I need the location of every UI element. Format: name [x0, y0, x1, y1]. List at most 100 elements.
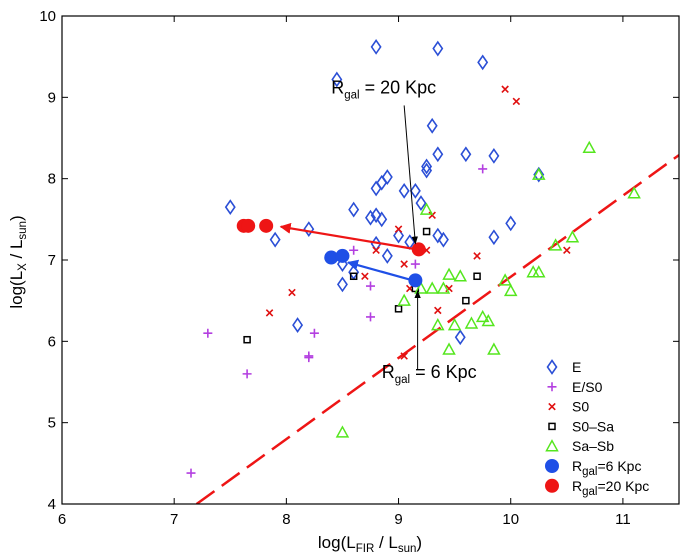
- data-point: [432, 146, 444, 163]
- data-point: [269, 231, 281, 248]
- data-point: [336, 276, 348, 293]
- legend-marker: [545, 478, 559, 493]
- data-point: [488, 147, 500, 164]
- legend-item: E: [546, 359, 581, 375]
- data-point: [366, 312, 375, 322]
- x-tick-label: 6: [58, 511, 66, 528]
- data-point: [361, 272, 369, 281]
- legend-label: E: [572, 359, 581, 375]
- data-point: [394, 225, 403, 233]
- data-point: [533, 166, 545, 183]
- legend-item: S0–Sa: [548, 418, 614, 434]
- data-point: [400, 260, 408, 268]
- data-point: [414, 281, 428, 294]
- legend-label: Sa–Sb: [572, 438, 614, 454]
- y-tick-label: 6: [48, 333, 56, 350]
- y-tick-label: 9: [48, 89, 56, 106]
- x-tick-label: 10: [502, 511, 519, 528]
- series-4: [335, 140, 641, 438]
- annotations: Rgal = 20 Kpc Rgal = 6 Kpc: [331, 77, 476, 386]
- data-point: [421, 162, 433, 179]
- data-point: [421, 158, 433, 175]
- series-1: [186, 164, 488, 478]
- data-point: [431, 318, 445, 331]
- annotation-20kpc: Rgal = 20 Kpc: [331, 77, 436, 101]
- data-point: [563, 246, 571, 255]
- data-point: [478, 164, 488, 174]
- data-point: [425, 281, 439, 294]
- data-point: [503, 283, 518, 297]
- data-point: [442, 267, 456, 280]
- x-axis-label: log(LFIR / Lsun): [318, 533, 422, 555]
- data-point: [243, 335, 251, 344]
- series-2: [265, 85, 571, 360]
- annotation-20kpc-arrow: [403, 105, 418, 245]
- data-point: [349, 245, 359, 255]
- data-point: [376, 211, 388, 228]
- data-point: [409, 182, 421, 199]
- plot-content: [186, 39, 679, 504]
- data-point: [410, 259, 420, 269]
- data-point: [487, 342, 501, 355]
- legend-label: Rgal=20 Kpc: [572, 478, 649, 498]
- data-point: [437, 231, 449, 248]
- data-point: [488, 229, 500, 246]
- data-point: [565, 230, 580, 243]
- legend-marker: [545, 459, 559, 473]
- data-point: [512, 97, 521, 106]
- x-tick-label: 7: [170, 511, 178, 528]
- data-point: [464, 316, 479, 329]
- data-point: [408, 273, 423, 288]
- x-tick-label: 9: [394, 511, 402, 528]
- data-point: [381, 248, 393, 264]
- data-point: [309, 328, 319, 338]
- data-point: [532, 265, 546, 278]
- legend-marker: [548, 422, 556, 431]
- data-point: [477, 54, 489, 71]
- data-point: [411, 242, 426, 257]
- data-point: [304, 353, 314, 363]
- data-point: [372, 246, 380, 255]
- data-point: [498, 273, 512, 286]
- annotation-6kpc: Rgal = 6 Kpc: [382, 362, 477, 386]
- data-point: [473, 252, 481, 260]
- data-point: [203, 328, 213, 338]
- y-tick-label: 5: [48, 415, 56, 432]
- y-axis-label: log(LX / Lsun): [7, 215, 29, 308]
- data-point: [627, 186, 641, 199]
- data-point: [394, 305, 403, 313]
- data-point: [526, 265, 540, 278]
- data-point: [335, 248, 350, 263]
- series-6: [236, 218, 426, 257]
- shift-arrow-1: [279, 222, 413, 250]
- legend-item: Rgal=20 Kpc: [545, 478, 649, 498]
- plot-area: [186, 39, 679, 504]
- data-point: [303, 221, 315, 237]
- data-point: [292, 317, 304, 333]
- legend-marker: [547, 382, 557, 392]
- legend-marker: [545, 439, 559, 452]
- data-point: [432, 227, 444, 244]
- legend-item: Sa–Sb: [545, 438, 614, 454]
- data-point: [241, 218, 256, 233]
- legend-item: Rgal=6 Kpc: [545, 458, 641, 478]
- data-point: [419, 202, 434, 215]
- data-point: [462, 296, 470, 305]
- data-point: [331, 71, 343, 88]
- data-point: [460, 146, 472, 163]
- data-point: [370, 180, 382, 197]
- data-point: [453, 269, 468, 282]
- data-point: [397, 293, 411, 306]
- data-point: [501, 85, 509, 93]
- y-axis: 4 5 6 7 8 9 10: [39, 8, 679, 513]
- data-point: [381, 169, 393, 185]
- shift-arrow-0: [347, 259, 411, 281]
- data-point: [432, 40, 444, 57]
- data-point: [186, 468, 196, 478]
- y-tick-label: 4: [48, 496, 56, 513]
- data-point: [365, 209, 376, 226]
- data-point: [428, 211, 436, 220]
- data-point: [415, 195, 427, 211]
